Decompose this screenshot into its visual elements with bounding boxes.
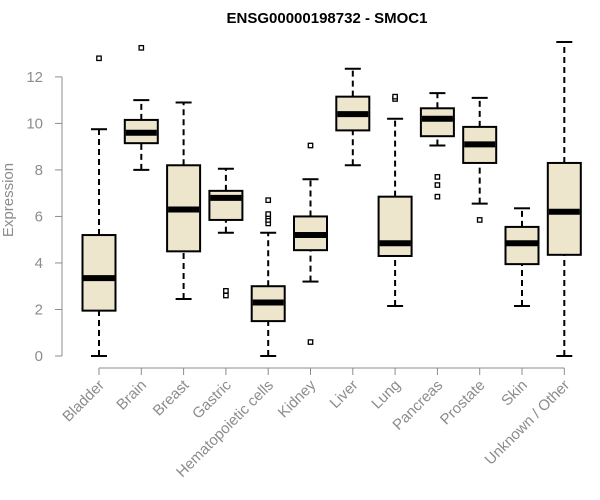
outlier-point (223, 292, 229, 299)
chart-title: ENSG00000198732 - SMOC1 (227, 10, 428, 27)
outlier-point (307, 142, 314, 149)
outlier-point (434, 193, 441, 200)
y-axis: 0 2 4 6 8 10 12 (26, 69, 63, 365)
box-breast (166, 101, 202, 301)
x-tick-label: Bladder (59, 377, 108, 426)
box-kidney (293, 142, 328, 345)
y-tick-label: 4 (35, 255, 43, 272)
box-unknown-other (546, 41, 582, 357)
x-tick-label: Liver (327, 377, 362, 412)
box-lung (377, 93, 413, 307)
outlier-point (96, 55, 102, 62)
box-gastric (208, 167, 244, 299)
x-tick-label: Breast (150, 376, 193, 419)
x-tick-label: Prostate (437, 377, 489, 429)
y-tick-label: 12 (26, 69, 43, 86)
outlier-point (307, 339, 314, 345)
y-tick-label: 8 (35, 162, 43, 179)
box-hematopoietic-cells (250, 197, 286, 357)
box-prostate (462, 96, 498, 223)
outlier-point (434, 182, 441, 188)
y-tick-label: 2 (35, 301, 43, 318)
box-brain (123, 44, 159, 171)
x-tick-label: Lung (368, 377, 404, 413)
outlier-point (265, 197, 272, 204)
outlier-point (223, 288, 229, 294)
iqr-box (377, 195, 413, 257)
box-pancreas (419, 92, 455, 200)
y-tick-label: 6 (35, 208, 43, 225)
outlier-point (434, 174, 441, 180)
outlier-point (138, 44, 145, 51)
outlier-point (265, 211, 272, 217)
x-tick-label: Kidney (275, 376, 320, 421)
y-tick-label: 10 (26, 115, 43, 132)
outlier-point (476, 217, 483, 223)
iqr-box (419, 107, 455, 138)
y-axis-label: Expression (0, 163, 17, 237)
box-skin (504, 207, 540, 307)
outlier-point (392, 93, 398, 100)
box-bladder (81, 55, 117, 357)
box-liver (335, 67, 371, 167)
iqr-box (81, 234, 117, 312)
box-series (81, 41, 582, 357)
y-tick-label: 0 (35, 348, 43, 365)
x-tick-label: Brain (113, 377, 150, 414)
x-tick-label: Skin (498, 377, 531, 410)
